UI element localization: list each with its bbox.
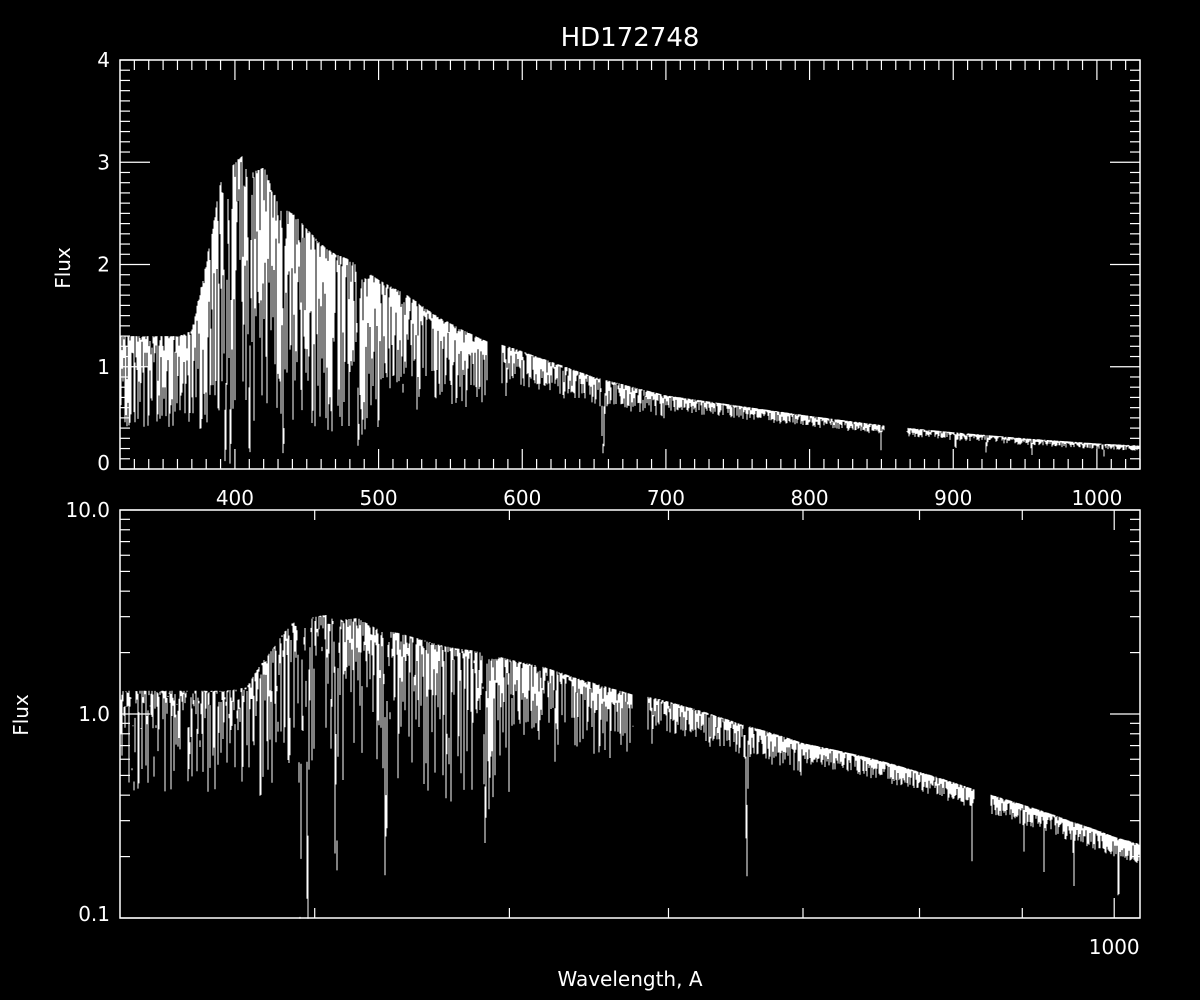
y-tick-label: 0 [97, 451, 110, 475]
x-tick-label: 500 [359, 486, 397, 510]
chart-title: HD172748 [561, 23, 700, 53]
spectrum-series [119, 156, 1141, 464]
x-tick-label: 600 [503, 486, 541, 510]
linear-flux-panel: 400 500 600 700 800 900 1000 0 1 2 3 4 [97, 48, 1141, 510]
y-tick-label: 0.1 [78, 902, 110, 926]
top-y-axis-label: Flux [51, 247, 75, 289]
spectrum-series [119, 615, 1141, 919]
x-tick-label: 700 [647, 486, 685, 510]
bottom-y-axis-label: Flux [9, 694, 33, 736]
y-tick-label: 3 [97, 150, 110, 174]
x-tick-label: 400 [216, 486, 254, 510]
y-tick-label: 4 [97, 48, 110, 72]
y-tick-label: 2 [97, 253, 110, 277]
x-axis-label: Wavelength, A [557, 967, 702, 991]
x-tick-label: 900 [934, 486, 972, 510]
y-tick-label: 10.0 [65, 498, 110, 522]
y-tick-label: 1 [97, 355, 110, 379]
x-tick-label: 1000 [1089, 935, 1140, 959]
y-tick-label: 1.0 [78, 702, 110, 726]
x-tick-label: 1000 [1071, 486, 1122, 510]
log-flux-panel: 1000 0.1 1.0 10.0 [65, 498, 1141, 959]
x-tick-label: 800 [790, 486, 828, 510]
